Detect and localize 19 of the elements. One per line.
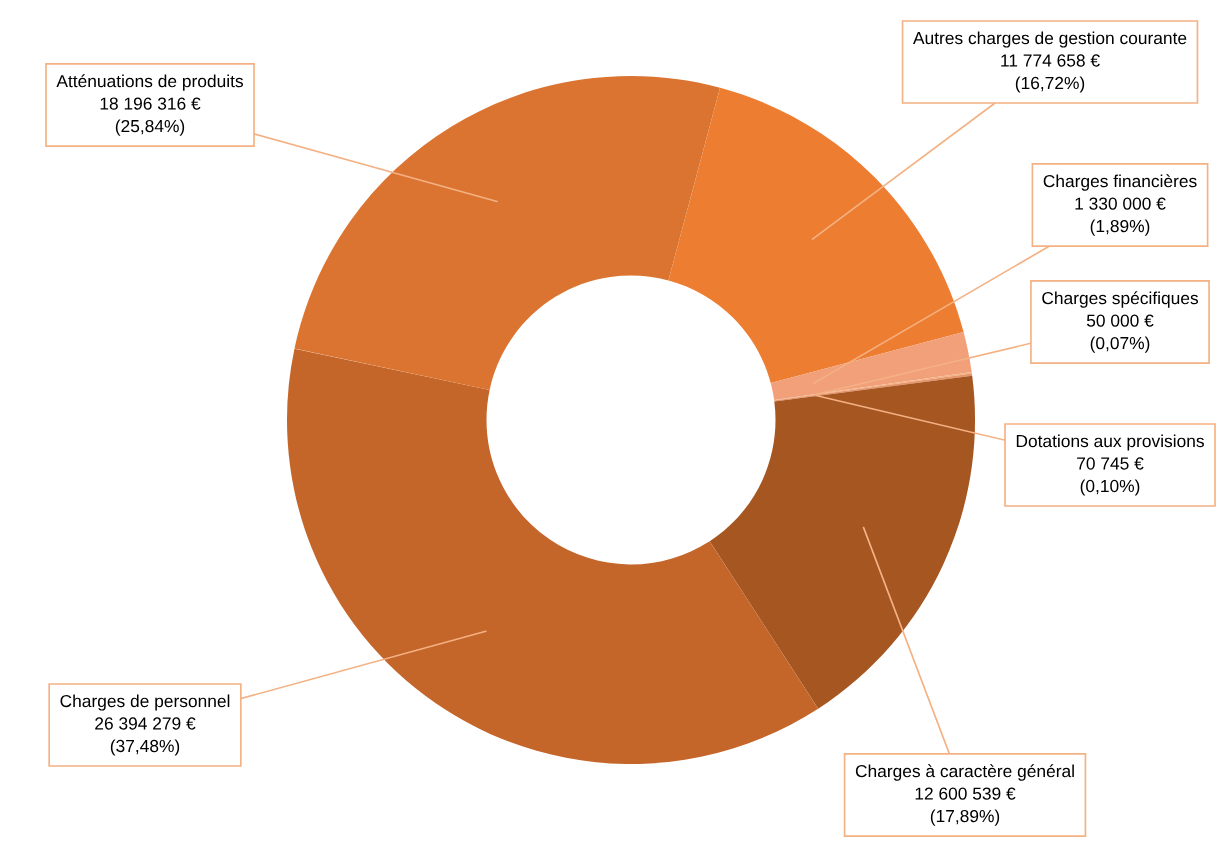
- donut-slice: [770, 332, 972, 400]
- slice-label: Atténuations de produits: [56, 74, 243, 91]
- slice-label: Autres charges de gestion courante: [913, 31, 1187, 48]
- donut-slice: [709, 375, 976, 709]
- data-label: 50 000 € (0,07%): [1086, 314, 1154, 353]
- slice-label: Dotations aux provisions: [1016, 434, 1204, 451]
- slice-label: Charges spécifiques: [1042, 291, 1199, 308]
- data-label: 11 774 658 € (16,72%): [1001, 54, 1100, 93]
- slice-label: Charges de personnel: [60, 694, 230, 711]
- donut-slice: [668, 87, 964, 384]
- data-label: 1 330 000 € (1,89%): [1075, 197, 1166, 236]
- donut-slice: [287, 348, 819, 764]
- data-label: 70 745 € (0,10%): [1077, 457, 1144, 496]
- slice-label: Charges à caractère général: [855, 764, 1074, 781]
- donut-slice: [294, 75, 721, 390]
- data-label: 12 600 539 € (17,89%): [915, 787, 1016, 826]
- slice-label: Charges financières: [1043, 174, 1197, 191]
- data-label: 26 394 279 € (37,48%): [95, 717, 196, 756]
- data-label: 18 196 316 € (25,84%): [100, 97, 201, 136]
